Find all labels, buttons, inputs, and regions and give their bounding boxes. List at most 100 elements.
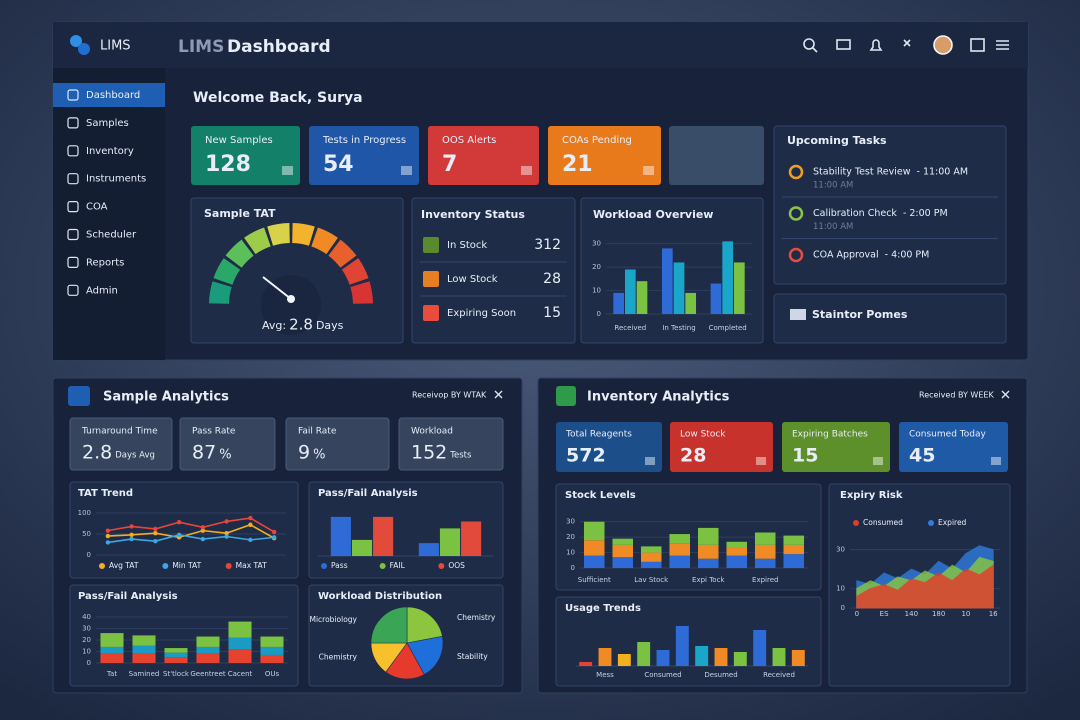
kpi-card (670, 422, 773, 472)
chart-panel (69, 481, 299, 579)
mail-icon[interactable] (836, 39, 851, 50)
pie-slice (385, 642, 425, 680)
task-time: - 4:00 PM (885, 250, 930, 261)
gauge-segment (350, 281, 373, 304)
panel-icon (68, 386, 90, 406)
point (176, 520, 182, 525)
kpi-value: 87 (192, 442, 216, 464)
x-tick-label: 140 (905, 610, 918, 618)
chart-title: Stock Levels (565, 490, 636, 501)
pie-label: Stability (457, 652, 488, 661)
task-sub: 11:00 AM (813, 181, 853, 191)
bar-segment (669, 555, 691, 568)
x-tick-label: Expired (752, 576, 778, 584)
point (105, 540, 111, 545)
kpi-icon (756, 457, 766, 465)
kpi-icon (282, 166, 293, 175)
avg-label: Avg: (262, 319, 286, 332)
bar-segment (754, 532, 776, 545)
search-icon[interactable] (803, 38, 818, 53)
gauge-segment (328, 239, 357, 268)
y-tick-label: 0 (87, 659, 91, 667)
task-dot (788, 206, 804, 221)
legend-marker (928, 520, 934, 526)
avatar[interactable] (933, 35, 953, 55)
nav-icon (67, 89, 79, 101)
bar-segment (697, 527, 719, 545)
bar (734, 262, 745, 314)
y-tick-label: 30 (82, 625, 91, 633)
legend-label: Consumed (863, 518, 903, 527)
bar-segment (754, 544, 776, 559)
window-icon[interactable] (970, 38, 985, 52)
title-muted: LIMS (178, 37, 224, 57)
point (271, 529, 277, 535)
tasks-panel (773, 125, 1007, 285)
x-tick-label: Consumed (644, 671, 681, 679)
logo (70, 35, 90, 55)
status-value: 15 (543, 305, 561, 321)
close-icon[interactable] (494, 390, 503, 399)
nav-item[interactable]: COA (86, 202, 108, 213)
bar (675, 626, 689, 666)
status-icon (423, 271, 439, 287)
bar-segment (260, 646, 284, 655)
menu-icon[interactable] (996, 40, 1009, 50)
bar-segment (100, 646, 124, 654)
kpi-icon (873, 457, 883, 465)
y-tick-label: 30 (836, 546, 845, 554)
nav-item[interactable]: Inventory (86, 146, 134, 157)
kpi-card (285, 417, 390, 471)
bar-segment (783, 544, 805, 555)
nav-item[interactable]: Reports (86, 257, 124, 268)
bar-segment (196, 653, 220, 663)
bar (673, 262, 685, 314)
close-icon[interactable] (1001, 390, 1010, 399)
chart-title: Expiry Risk (840, 490, 903, 501)
status-icon (423, 305, 439, 321)
nav-item[interactable]: Instruments (86, 174, 146, 185)
legend-label: FAIL (390, 561, 406, 570)
status-label: Expiring Soon (447, 308, 516, 319)
filter[interactable]: Received BY WEEK (919, 391, 994, 400)
panel-icon (556, 386, 576, 406)
kpi-label: Workload (411, 427, 453, 437)
alert-icon[interactable] (903, 39, 911, 47)
point (153, 530, 158, 536)
kpi-label: Expiring Batches (792, 430, 868, 440)
nav-icon (67, 145, 79, 157)
bar-segment (132, 653, 156, 663)
kpi-label: Consumed Today (909, 430, 986, 440)
nav-item[interactable]: Admin (86, 285, 118, 296)
status-label: Low Stock (447, 274, 498, 285)
x-tick-label: Expi Tock (692, 576, 725, 584)
filter[interactable]: Receivop BY WTAK (412, 391, 487, 400)
task-time: - 11:00 AM (917, 167, 969, 178)
gauge-segment (209, 281, 232, 304)
kpi-label: Low Stock (680, 430, 726, 440)
bar-segment (754, 558, 776, 568)
kpi-unit: Days Avg (115, 451, 155, 461)
y-tick-label: 0 (571, 564, 575, 572)
bar (617, 654, 631, 666)
y-tick-label: 40 (82, 613, 91, 621)
task-sub: 11:00 AM (813, 222, 853, 232)
bar-segment (100, 633, 124, 647)
bar-segment (726, 555, 748, 568)
kpi-card (899, 422, 1008, 472)
bar (637, 642, 651, 666)
kpi-icon (643, 166, 654, 175)
bell-icon[interactable] (869, 39, 883, 51)
nav-item[interactable]: Scheduler (86, 230, 137, 241)
point (224, 519, 229, 524)
nav-item[interactable]: Dashboard (86, 90, 140, 101)
bar-segment (783, 535, 805, 545)
kpi-unit: % (313, 448, 325, 463)
point (129, 524, 134, 529)
y-tick-label: 30 (566, 518, 575, 526)
nav-item[interactable]: Samples (86, 118, 129, 129)
panel-title: Staintor Pomes (812, 308, 908, 321)
bar-segment (640, 546, 662, 553)
x-tick-label: Cacent (228, 670, 253, 678)
